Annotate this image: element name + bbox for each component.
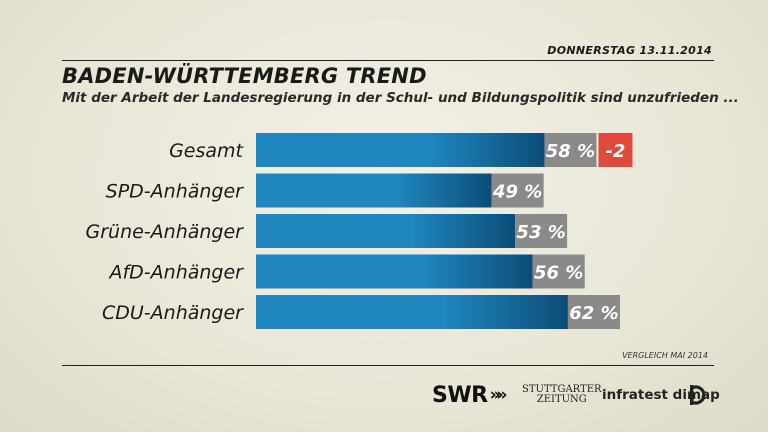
data-label: 49 %: [492, 182, 542, 203]
bar: [256, 295, 568, 329]
value-label-box: [567, 295, 620, 329]
category-label: CDU-Anhänger: [102, 302, 244, 324]
change-label: -2: [605, 141, 625, 162]
date-label: DONNERSTAG 13.11.2014: [547, 44, 712, 57]
stz-line1: STUTTGARTER: [522, 384, 602, 395]
header-rule: [62, 60, 714, 61]
swr-logo-text: SWR: [432, 382, 488, 408]
change-box: [598, 133, 633, 167]
category-label: Gesamt: [169, 140, 244, 162]
chart-title: BADEN-WÜRTTEMBERG TREND: [62, 64, 427, 88]
swr-logo: SWR »»: [432, 382, 508, 408]
value-label-box: [532, 254, 585, 289]
data-label: 62 %: [569, 303, 618, 324]
category-label: Grüne-Anhänger: [86, 221, 245, 243]
swr-arrows-icon: »»: [489, 385, 508, 405]
stuttgarter-zeitung-logo: STUTTGARTER ZEITUNG: [522, 382, 602, 408]
value-label-box: [515, 214, 568, 248]
comparison-footnote: VERGLEICH MAI 2014: [622, 351, 708, 360]
category-label: SPD-Anhänger: [106, 181, 245, 203]
value-label-box: [544, 133, 597, 167]
bar: [256, 173, 492, 208]
bar: [256, 254, 533, 289]
data-label: 56 %: [534, 263, 583, 284]
category-label: AfD-Anhänger: [107, 262, 244, 284]
bar: [256, 214, 516, 248]
stz-line2: ZEITUNG: [536, 394, 587, 405]
data-label: 58 %: [546, 141, 595, 162]
infratest-dimap-icon: [686, 382, 708, 408]
chart-subtitle: Mit der Arbeit der Landesregierung in de…: [62, 90, 739, 106]
data-label: 53 %: [516, 222, 565, 243]
footer-rule: [62, 365, 714, 366]
value-label-box: [491, 173, 544, 208]
bar: [256, 133, 545, 167]
